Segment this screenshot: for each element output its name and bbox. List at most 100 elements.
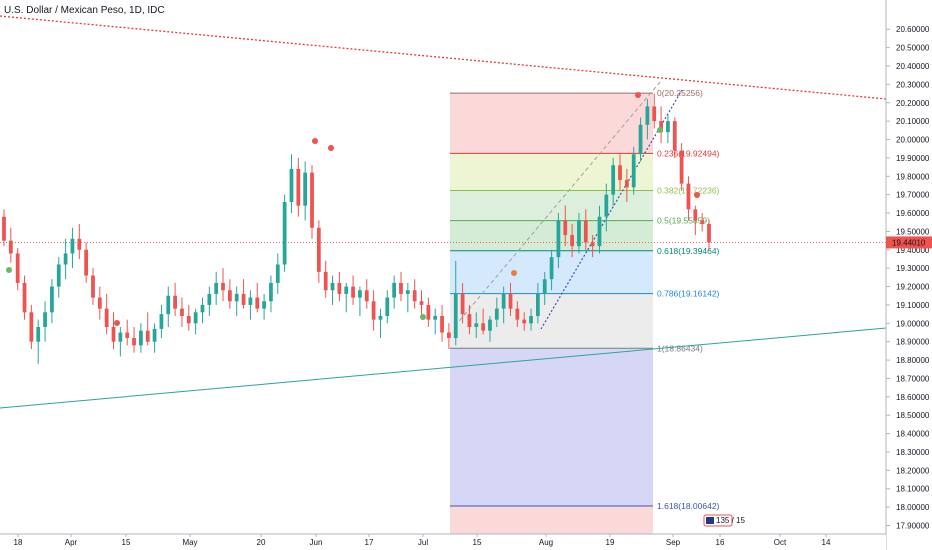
candle-body: [159, 314, 164, 329]
candle-body: [453, 293, 458, 339]
candle-body: [631, 154, 636, 188]
candle-body: [289, 168, 294, 203]
y-tick-label: 20.00000: [896, 136, 930, 145]
candle-body: [97, 297, 102, 309]
candle-body: [392, 282, 397, 298]
support-trendline: [0, 327, 887, 409]
candle-body: [549, 257, 554, 280]
chart-title: U.S. Dollar / Mexican Peso, 1D, IDC: [4, 5, 165, 16]
candle-body: [570, 235, 574, 247]
candle-body: [180, 308, 184, 316]
x-tick-label: Aug: [539, 538, 553, 547]
fib-label-5: 0.786(19.16142): [657, 289, 720, 299]
y-tick-label: 19.20000: [896, 283, 930, 292]
y-tick-label: 18.50000: [896, 411, 930, 420]
candle-body: [15, 253, 20, 283]
candle-body: [556, 220, 561, 258]
y-tick-label: 18.00000: [896, 503, 930, 512]
candle-body: [494, 308, 499, 320]
x-tick-label: 18: [14, 538, 23, 547]
candle-body: [364, 290, 369, 302]
candle-body: [36, 326, 41, 342]
fib-zone-tail: [450, 505, 653, 534]
y-tick-label: 19.50000: [896, 227, 930, 236]
y-tick-label: 18.80000: [896, 356, 930, 365]
candle-body: [310, 172, 314, 228]
y-tick-label: 19.90000: [896, 154, 930, 163]
events-badge: 135 / 15: [703, 514, 745, 527]
candle-body: [262, 301, 266, 309]
y-tick-label: 18.20000: [896, 466, 930, 475]
candle-body: [604, 194, 609, 217]
candle-body: [378, 315, 383, 320]
candle-body: [118, 332, 123, 342]
fractal-marker: [312, 138, 318, 144]
candle-body: [111, 326, 116, 342]
y-tick-label: 19.10000: [896, 301, 930, 310]
candle-body: [371, 301, 376, 320]
candle-body: [405, 290, 410, 294]
candle-body: [248, 297, 253, 305]
candle-body: [125, 332, 130, 339]
candle-body: [214, 282, 219, 294]
candle-body: [460, 293, 465, 315]
candle-body: [645, 106, 650, 125]
candle-body: [385, 297, 390, 316]
candle-body: [2, 216, 6, 241]
candle-body: [200, 304, 205, 313]
candle-body: [419, 301, 424, 305]
x-tick-label: Jul: [418, 538, 428, 547]
candle-body: [440, 315, 444, 333]
candle-body: [344, 286, 349, 294]
candle-body: [29, 312, 34, 342]
x-tick-label: 17: [365, 538, 374, 547]
fractal-marker: [657, 127, 663, 133]
candle-body: [358, 290, 362, 298]
fib-zone-0-382: [450, 190, 653, 221]
fib-label-3: 0.5(19.55859): [657, 216, 710, 226]
candle-body: [659, 121, 663, 133]
plot-area: [0, 0, 886, 534]
candle-body: [84, 249, 89, 276]
fib-zone-0: [450, 93, 653, 154]
candle-body: [330, 282, 335, 291]
time-axis: [0, 534, 886, 550]
fib-label-4: 0.618(19.39464): [657, 246, 720, 256]
y-tick-label: 20.30000: [896, 80, 930, 89]
candle-body: [597, 216, 602, 247]
candle-body: [166, 295, 171, 315]
fib-zone-0-236: [450, 153, 653, 191]
fractal-marker: [635, 92, 641, 98]
candle-body: [186, 315, 191, 324]
fib-zone-0-5: [450, 220, 653, 251]
candle-body: [624, 179, 629, 188]
candle-body: [63, 253, 68, 265]
candle-body: [221, 282, 225, 291]
candle-body: [590, 242, 595, 247]
candle-body: [700, 220, 705, 225]
candle-body: [193, 312, 198, 324]
y-tick-label: 19.60000: [896, 209, 930, 218]
candle-body: [611, 165, 616, 195]
candle-body: [501, 293, 506, 309]
candle-body: [8, 240, 13, 254]
x-tick-label: Oct: [774, 538, 787, 547]
events-count: 135 / 15: [716, 516, 745, 525]
candle-body: [577, 220, 581, 247]
candle-body: [56, 264, 61, 287]
fib-zone-0-786: [450, 293, 653, 349]
y-tick-label: 19.70000: [896, 191, 930, 200]
candle-body: [563, 220, 568, 236]
fib-zone-1: [450, 348, 653, 506]
y-tick-label: 19.80000: [896, 172, 930, 181]
y-tick-label: 20.10000: [896, 117, 930, 126]
candle-body: [529, 315, 533, 324]
last-price-tag: [886, 236, 932, 249]
candle-body: [337, 282, 342, 294]
candle-body: [282, 202, 287, 265]
candle-body: [412, 290, 417, 302]
x-tick-label: May: [182, 538, 197, 547]
candle-body: [426, 304, 431, 320]
